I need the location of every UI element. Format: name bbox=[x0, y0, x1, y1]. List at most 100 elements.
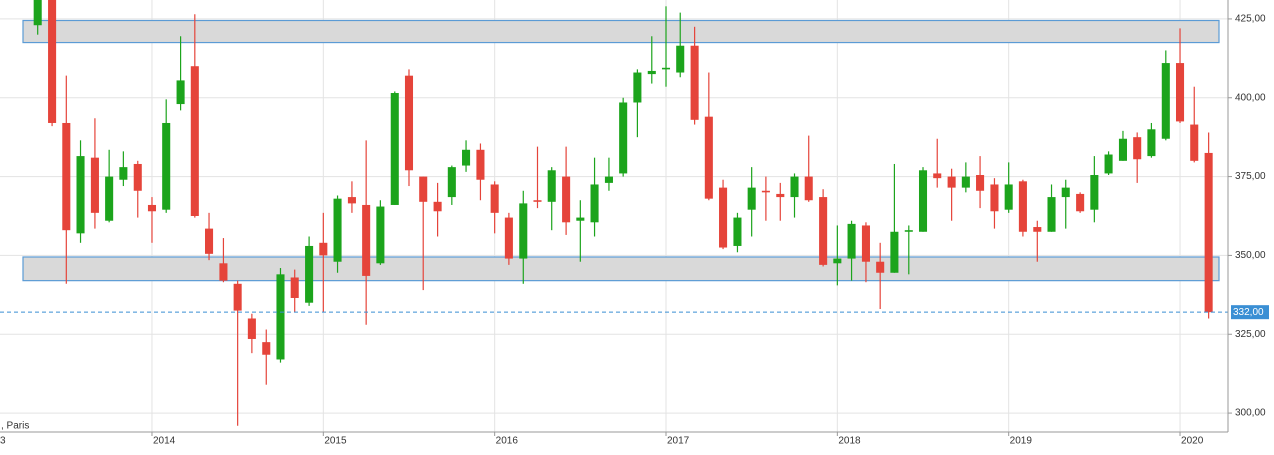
candle-body bbox=[861, 225, 870, 262]
candle-body bbox=[876, 261, 885, 273]
candle-body bbox=[1190, 124, 1199, 161]
candle-body bbox=[133, 163, 142, 191]
last-price-badge bbox=[1231, 305, 1269, 320]
candle-body bbox=[904, 230, 913, 232]
candle-body bbox=[918, 170, 928, 232]
candle-body bbox=[1004, 184, 1013, 210]
candle-body bbox=[1175, 63, 1185, 122]
candle-body bbox=[219, 263, 228, 281]
candle-body bbox=[1018, 181, 1027, 232]
candle-body bbox=[205, 228, 214, 254]
y-tick-label: 300,00 bbox=[1235, 408, 1266, 419]
candle-body bbox=[76, 156, 85, 234]
candle-body bbox=[790, 176, 799, 198]
overlay: 300,00 325,00 350,00 375,00 400,00 425,00 2014… bbox=[0, 14, 1269, 447]
candle-body bbox=[761, 190, 770, 193]
candle-body bbox=[404, 75, 414, 171]
candle-body bbox=[833, 258, 842, 264]
x-tick-label: 2018 bbox=[838, 436, 861, 447]
candle-body bbox=[947, 176, 956, 188]
candle-body bbox=[333, 198, 342, 262]
candle-body bbox=[190, 66, 199, 216]
price-zone bbox=[22, 19, 1220, 44]
candle-body bbox=[890, 231, 899, 273]
candle-body bbox=[704, 116, 713, 199]
candle-body bbox=[547, 170, 556, 202]
x-tick-label-partial: 3 bbox=[0, 436, 6, 447]
y-tick-label: 400,00 bbox=[1235, 92, 1266, 103]
candle-body bbox=[1161, 63, 1170, 139]
candle-body bbox=[633, 72, 642, 103]
candle-body bbox=[604, 176, 613, 183]
x-tick-label: 2019 bbox=[1010, 436, 1033, 447]
candle-body bbox=[48, 0, 57, 123]
candle-body bbox=[519, 203, 528, 259]
y-tick-label: 350,00 bbox=[1235, 250, 1266, 261]
candle-body bbox=[676, 45, 685, 73]
candle-body bbox=[233, 283, 242, 311]
candle-body bbox=[661, 67, 671, 70]
candle-body bbox=[276, 274, 285, 360]
candle-body bbox=[690, 45, 699, 120]
candle-body bbox=[90, 157, 99, 213]
candle-body bbox=[976, 175, 985, 191]
candle-body bbox=[1090, 175, 1099, 210]
candle-body bbox=[562, 176, 571, 223]
candle-body bbox=[1204, 152, 1213, 313]
candle-body bbox=[990, 184, 999, 212]
y-tick-label: 375,00 bbox=[1235, 171, 1266, 182]
candle-body bbox=[1118, 138, 1127, 161]
candle-body bbox=[1061, 187, 1070, 198]
candle-body bbox=[933, 173, 942, 179]
candle-body bbox=[347, 197, 356, 204]
candle-body bbox=[804, 176, 813, 201]
price-zone bbox=[22, 256, 1220, 282]
candle-body bbox=[390, 93, 399, 205]
x-tick-label: 2014 bbox=[153, 436, 176, 447]
candle-body bbox=[1047, 197, 1056, 232]
candle-body bbox=[719, 187, 728, 248]
candle-body bbox=[1104, 154, 1113, 174]
candle-body bbox=[376, 206, 385, 264]
y-tick-label: 325,00 bbox=[1235, 329, 1266, 340]
x-tick-label: 2020 bbox=[1181, 436, 1204, 447]
candle-body bbox=[504, 217, 513, 259]
candle-body bbox=[447, 167, 456, 198]
candle-body bbox=[647, 70, 656, 75]
candle-body bbox=[733, 217, 742, 246]
candle-body bbox=[262, 342, 271, 355]
candle-body bbox=[476, 149, 485, 180]
candle-body bbox=[590, 184, 599, 223]
candle-body bbox=[462, 149, 471, 166]
candle-body bbox=[62, 122, 71, 231]
candle-body bbox=[576, 217, 585, 221]
candle-body bbox=[1133, 137, 1142, 160]
candle-body bbox=[33, 0, 42, 26]
x-tick-label: 2017 bbox=[667, 436, 690, 447]
candle-body bbox=[961, 176, 970, 188]
candle-body bbox=[419, 176, 428, 202]
candle-body bbox=[490, 184, 499, 213]
candle-body bbox=[119, 167, 128, 180]
candles bbox=[33, 0, 1213, 426]
candle-body bbox=[619, 102, 628, 174]
candle-body bbox=[105, 176, 114, 221]
candle-body bbox=[305, 245, 314, 303]
x-tick-label: 2015 bbox=[324, 436, 347, 447]
candle-body bbox=[176, 80, 185, 105]
grid bbox=[0, 0, 1228, 432]
candle-body bbox=[162, 122, 171, 210]
candle-body bbox=[290, 277, 299, 298]
y-tick-label: 425,00 bbox=[1235, 14, 1266, 25]
candle-body bbox=[319, 242, 328, 256]
candle-body bbox=[747, 187, 756, 210]
candle-body bbox=[247, 318, 256, 339]
last-price-label: 332,00 bbox=[1233, 307, 1264, 318]
x-tick-label: 2016 bbox=[496, 436, 519, 447]
candle-body bbox=[1147, 129, 1156, 157]
zones bbox=[22, 19, 1220, 282]
source-label: , Paris bbox=[1, 421, 29, 432]
candle-body bbox=[847, 223, 856, 259]
candle-body bbox=[147, 204, 157, 212]
